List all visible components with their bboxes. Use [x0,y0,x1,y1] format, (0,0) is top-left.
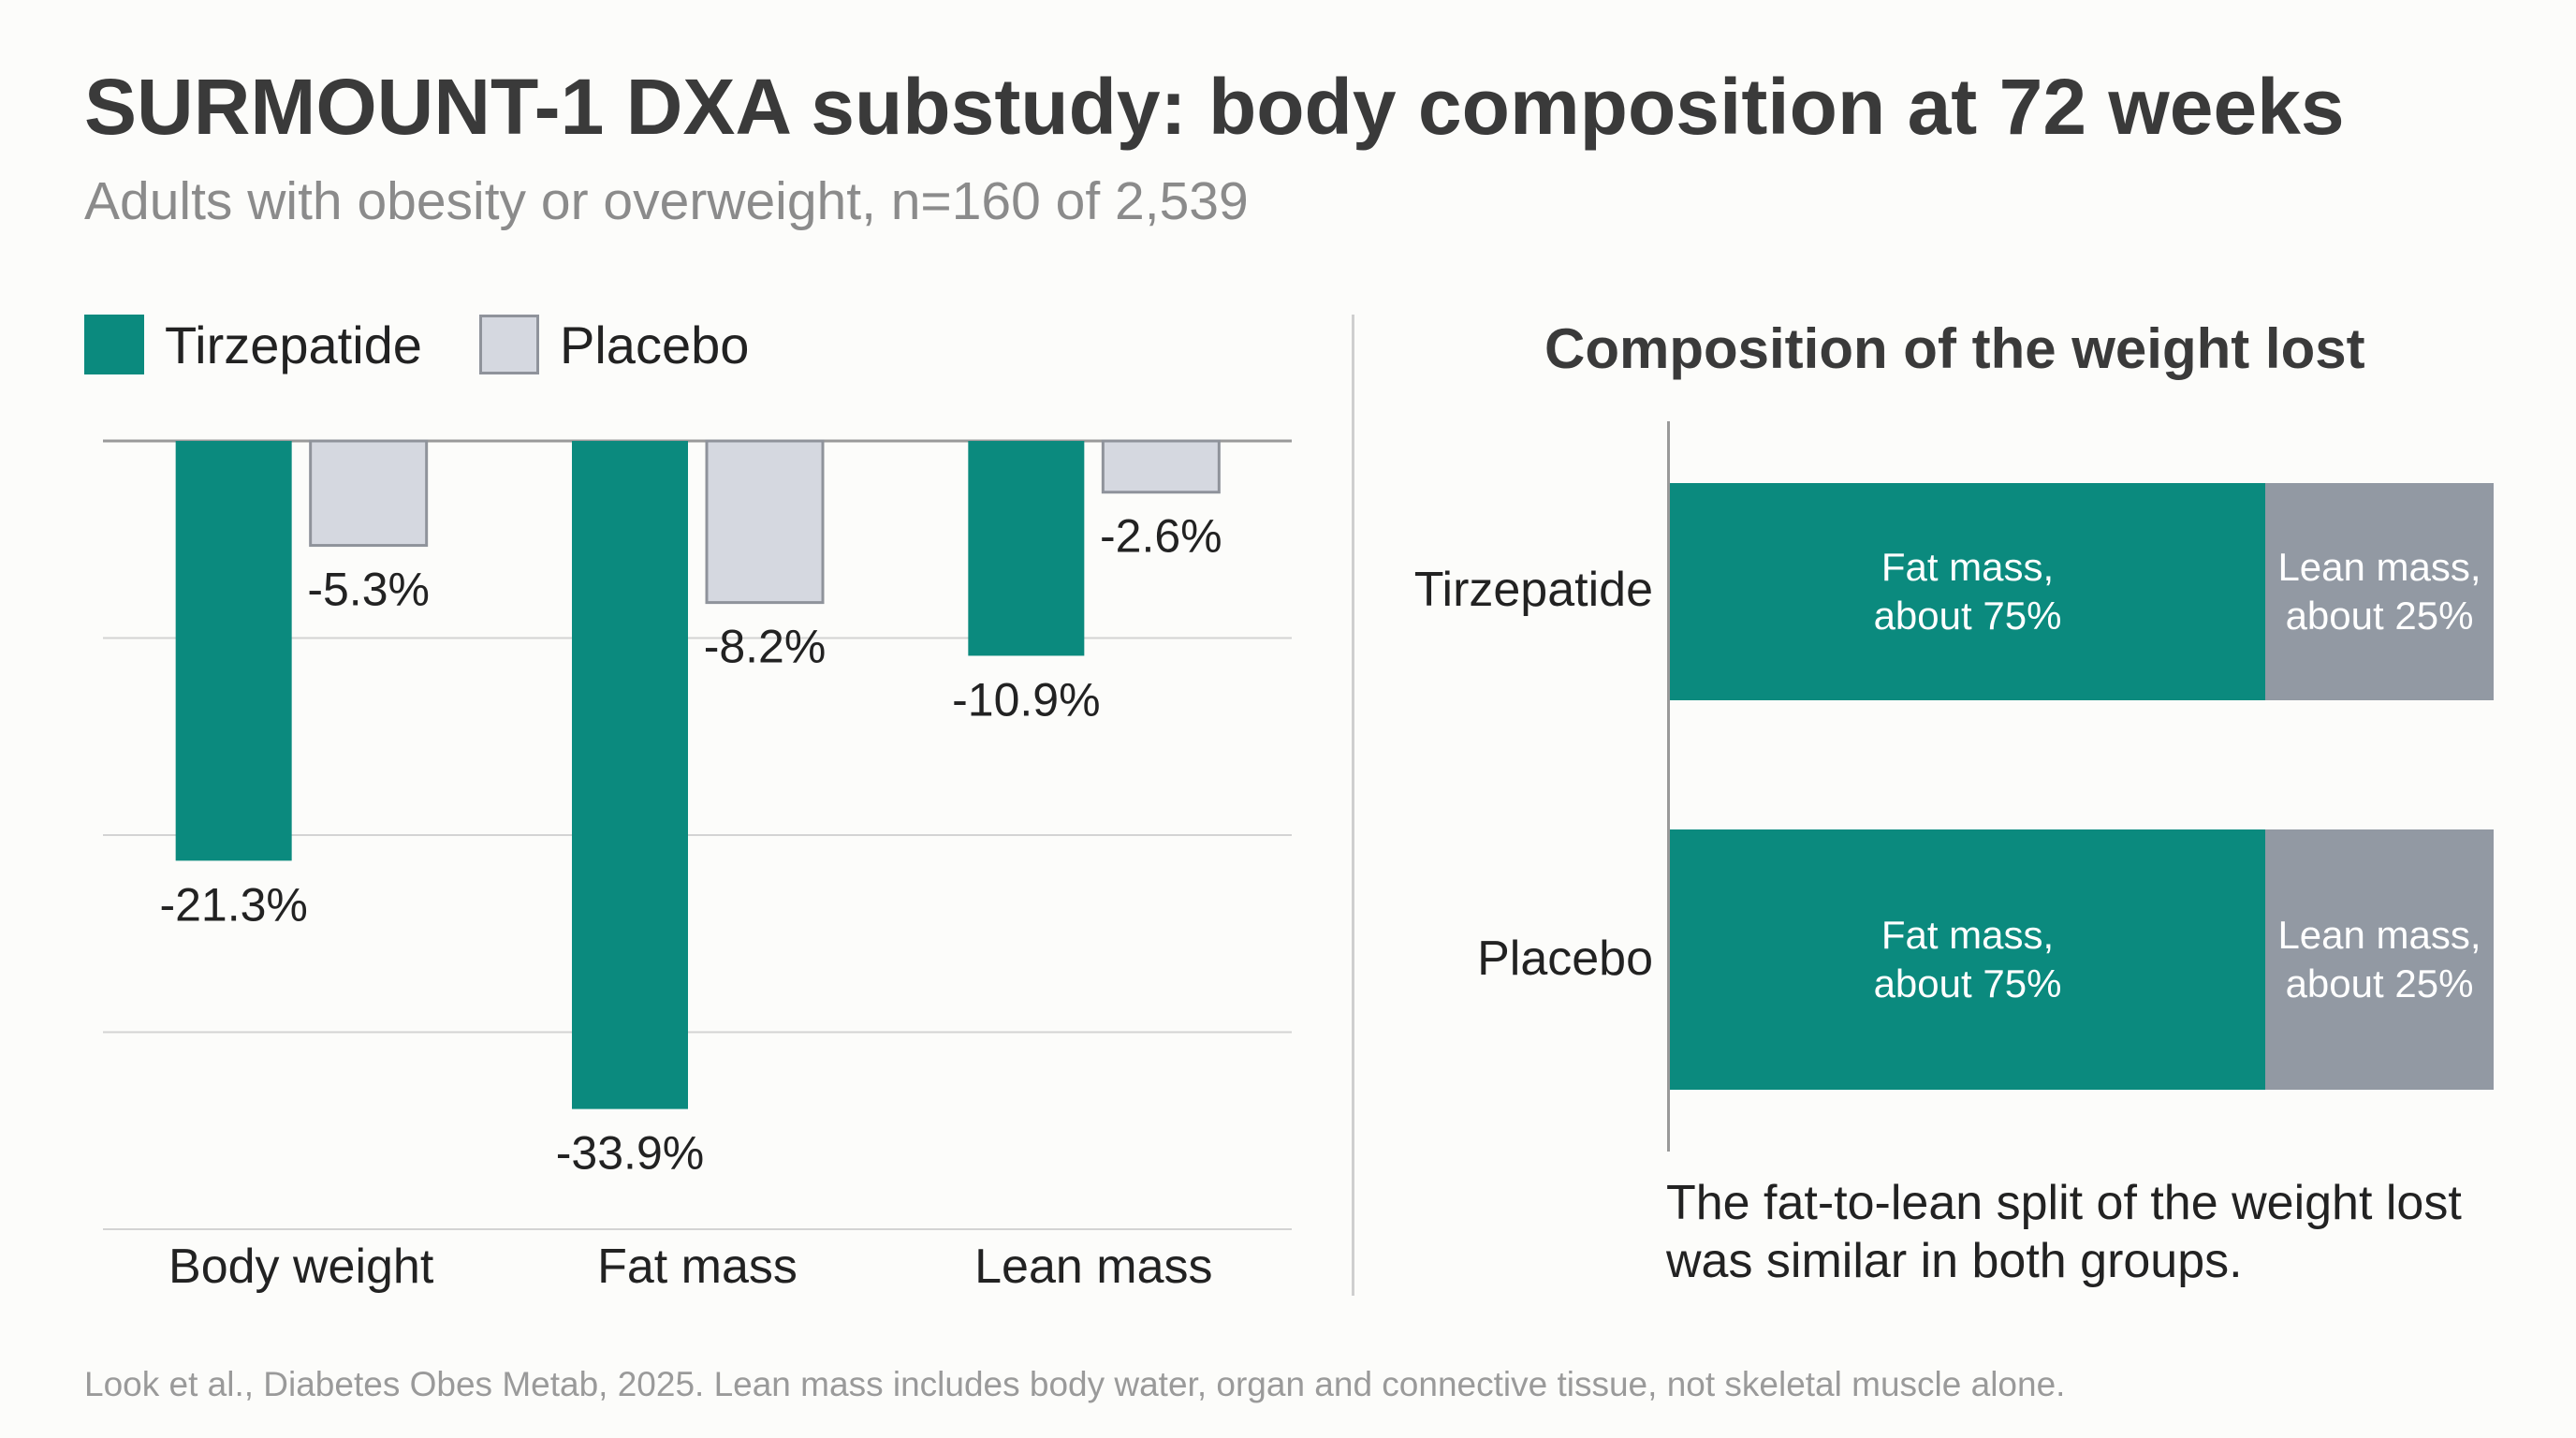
row-label-tirzepatide: Tirzepatide [1413,563,1653,617]
segment-label-line: Fat mass, [1881,913,2055,957]
legend-label-placebo: Placebo [560,315,750,374]
grid-lines [103,439,1292,1230]
value-label: -5.3% [307,564,430,616]
segment-tirzepatide-fat-mass: Fat mass, about 75% [1670,483,2265,700]
legend-label-tirzepatide: Tirzepatide [165,315,422,374]
panel-divider [1352,315,1354,1296]
segment-label-line: Lean mass, [2277,913,2481,957]
bar-tirzepatide-fat-mass [572,441,688,1109]
category-label: Lean mass [974,1240,1212,1294]
legend-item-tirzepatide: Tirzepatide [84,311,422,378]
composition-axis-line [1667,421,1670,1152]
legend-item-placebo: Placebo [479,311,749,378]
segment-label-line: about 75% [1873,594,2062,638]
segment-label-line: Lean mass, [2277,545,2481,589]
category-label: Fat mass [597,1240,798,1294]
bar-placebo-fat-mass [705,439,825,605]
composition-title: Composition of the weight lost [1544,317,2365,380]
category-label: Body weight [168,1240,434,1294]
legend-swatch-placebo [479,315,539,374]
segment-label-line: Fat mass, [1881,545,2055,589]
bars [175,439,1221,1109]
chart-subtitle: Adults with obesity or overweight, n=160… [84,171,1249,231]
value-label: -10.9% [952,673,1100,726]
segment-label-line: about 25% [2285,961,2474,1005]
bar-labels: -21.3% -5.3% Body weight -33.9% -8.2% Fat mas… [159,510,1222,1294]
composition-note: The fat-to-lean split of the weight lost… [1666,1176,2462,1288]
bar-placebo-lean-mass [1101,439,1221,494]
segment-label-line: about 75% [1873,961,2062,1005]
legend-swatch-tirzepatide [84,315,144,374]
row-label-placebo: Placebo [1477,932,1653,986]
segment-placebo-fat-mass: Fat mass, about 75% [1670,829,2265,1090]
segment-label-line: about 25% [2285,594,2474,638]
value-label: -2.6% [1100,510,1222,563]
segment-tirzepatide-lean-mass: Lean mass, about 25% [2265,483,2494,700]
bar-tirzepatide-body-weight [175,441,292,861]
source-footnote: Look et al., Diabetes Obes Metab, 2025. … [84,1365,2066,1403]
segment-placebo-lean-mass: Lean mass, about 25% [2265,829,2494,1090]
value-label: -33.9% [556,1127,704,1180]
value-label: -21.3% [159,878,307,931]
bar-placebo-body-weight [309,439,429,548]
chart-title: SURMOUNT-1 DXA substudy: body compositio… [84,63,2345,151]
bar-tirzepatide-lean-mass [968,441,1085,656]
value-label: -8.2% [704,621,827,673]
